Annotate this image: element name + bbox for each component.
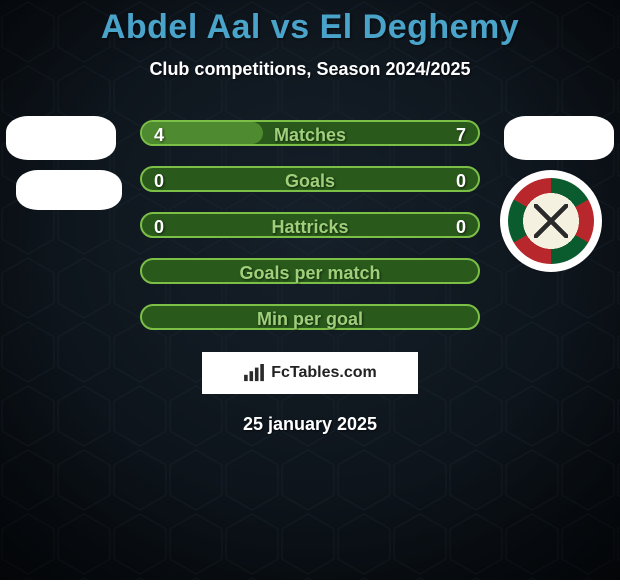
stat-row-matches: 4 Matches 7 [140,120,480,146]
stat-label: Matches [142,122,478,148]
stat-row-goals: 0 Goals 0 [140,166,480,192]
stat-right-value: 0 [456,168,466,194]
stat-label: Goals [142,168,478,194]
player-left-badge-bottom [16,170,122,210]
stat-row-min-per-goal: Min per goal [140,304,480,330]
stat-label: Min per goal [142,306,478,332]
stat-right-value: 7 [456,122,466,148]
player-right-club-crest [500,170,602,272]
date-text: 25 january 2025 [0,414,620,435]
attribution-text: FcTables.com [271,364,377,382]
page-title: Abdel Aal vs El Deghemy [0,0,620,47]
content: Abdel Aal vs El Deghemy Club competition… [0,0,620,580]
stat-row-hattricks: 0 Hattricks 0 [140,212,480,238]
stat-row-goals-per-match: Goals per match [140,258,480,284]
club-crest-icon [508,178,594,264]
stat-label: Hattricks [142,214,478,240]
attribution-badge: FcTables.com [202,352,418,394]
subtitle: Club competitions, Season 2024/2025 [0,59,620,80]
player-right-badge-top [504,116,614,160]
stat-right-value: 0 [456,214,466,240]
bars-icon [243,364,265,382]
player-left-badge-top [6,116,116,160]
stat-label: Goals per match [142,260,478,286]
